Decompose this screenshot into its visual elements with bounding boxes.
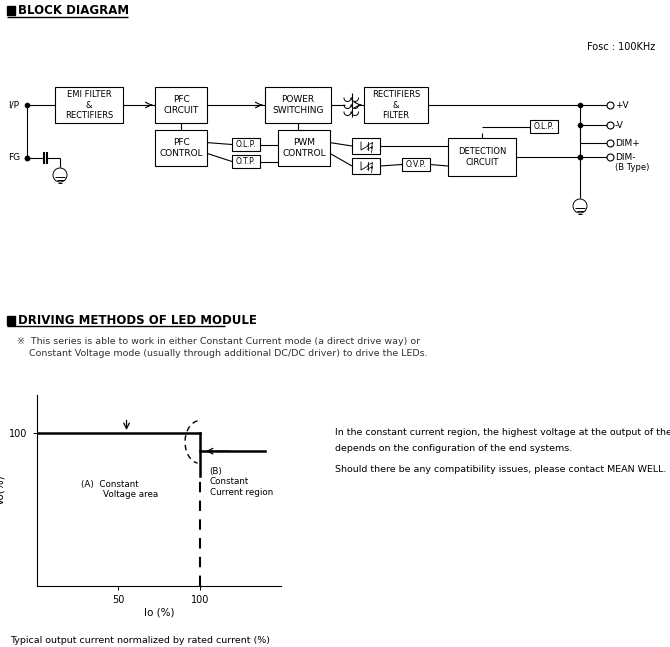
Text: FG: FG bbox=[8, 153, 20, 162]
Text: O.L.P.: O.L.P. bbox=[236, 140, 256, 149]
Text: DRIVING METHODS OF LED MODULE: DRIVING METHODS OF LED MODULE bbox=[18, 314, 257, 327]
Bar bbox=[402, 158, 430, 171]
Text: BLOCK DIAGRAM: BLOCK DIAGRAM bbox=[18, 4, 129, 17]
Text: +V: +V bbox=[615, 100, 628, 109]
Text: Should there be any compatibility issues, please contact MEAN WELL.: Should there be any compatibility issues… bbox=[335, 465, 667, 474]
Text: DIM+: DIM+ bbox=[615, 138, 640, 148]
Bar bbox=[7, 316, 15, 325]
X-axis label: Io (%): Io (%) bbox=[144, 608, 174, 617]
Text: DIM-: DIM- bbox=[615, 153, 636, 162]
Text: PWM
CONTROL: PWM CONTROL bbox=[282, 138, 326, 158]
Text: I/P: I/P bbox=[8, 100, 19, 109]
Bar bbox=[155, 87, 207, 123]
Text: -V: -V bbox=[615, 120, 624, 129]
Bar bbox=[352, 158, 380, 174]
Bar bbox=[232, 138, 260, 151]
Text: DETECTION
CIRCUIT: DETECTION CIRCUIT bbox=[458, 148, 507, 167]
Bar bbox=[352, 138, 380, 154]
Bar bbox=[155, 130, 207, 166]
Bar bbox=[448, 138, 516, 176]
Bar bbox=[278, 130, 330, 166]
Text: PFC
CONTROL: PFC CONTROL bbox=[159, 138, 203, 158]
Text: EMI FILTER
&
RECTIFIERS: EMI FILTER & RECTIFIERS bbox=[65, 90, 113, 120]
Bar bbox=[7, 6, 15, 15]
Text: Fosc : 100KHz: Fosc : 100KHz bbox=[587, 42, 655, 52]
Text: RECTIFIERS
&
FILTER: RECTIFIERS & FILTER bbox=[372, 90, 420, 120]
Text: O.V.P.: O.V.P. bbox=[406, 160, 426, 169]
Text: PFC
CIRCUIT: PFC CIRCUIT bbox=[163, 95, 199, 115]
Bar bbox=[364, 87, 428, 123]
Bar bbox=[55, 87, 123, 123]
Text: (B Type): (B Type) bbox=[615, 164, 649, 173]
Text: POWER
SWITCHING: POWER SWITCHING bbox=[272, 95, 324, 115]
Bar bbox=[232, 155, 260, 168]
Text: (A)  Constant
        Voltage area: (A) Constant Voltage area bbox=[81, 479, 158, 499]
Text: O.L.P.: O.L.P. bbox=[534, 122, 554, 131]
Bar bbox=[530, 120, 558, 133]
Text: O.T.P.: O.T.P. bbox=[236, 157, 256, 166]
Text: (B)
Constant
Current region: (B) Constant Current region bbox=[210, 466, 273, 497]
Text: Typical output current normalized by rated current (%): Typical output current normalized by rat… bbox=[10, 636, 270, 645]
Text: Constant Voltage mode (usually through additional DC/DC driver) to drive the LED: Constant Voltage mode (usually through a… bbox=[17, 349, 427, 358]
Text: depends on the configuration of the end systems.: depends on the configuration of the end … bbox=[335, 444, 572, 453]
Text: In the constant current region, the highest voltage at the output of the driver: In the constant current region, the high… bbox=[335, 428, 670, 437]
Y-axis label: Vo(%): Vo(%) bbox=[0, 475, 5, 505]
Bar bbox=[265, 87, 331, 123]
Text: ※  This series is able to work in either Constant Current mode (a direct drive w: ※ This series is able to work in either … bbox=[17, 337, 420, 346]
